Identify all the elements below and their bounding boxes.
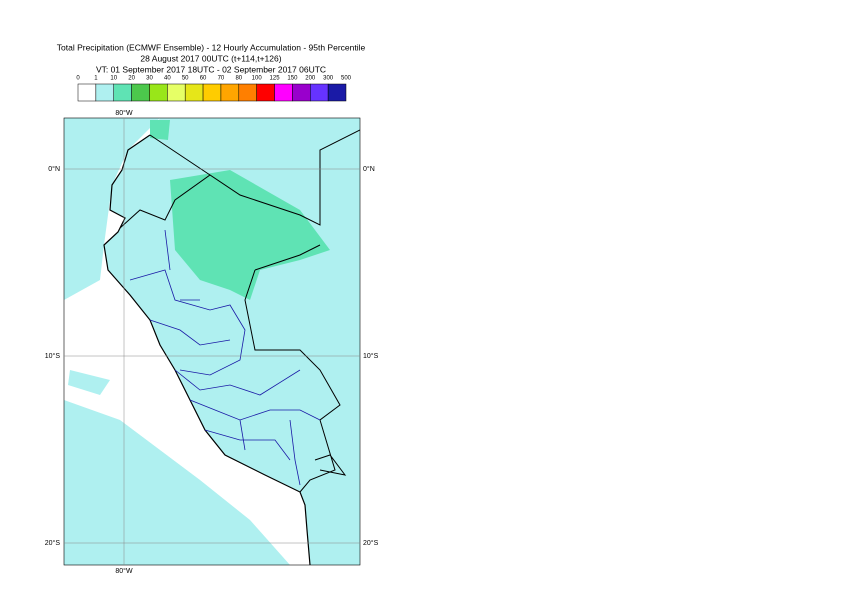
legend-level: 100 [252, 76, 263, 82]
legend-level: 125 [270, 76, 281, 82]
legend-level: 60 [200, 76, 207, 82]
legend-level: 1 [94, 76, 98, 82]
legend-swatch [149, 83, 168, 102]
legend-level: 20 [128, 76, 135, 82]
legend-swatch [95, 83, 114, 102]
legend-swatch [292, 83, 311, 102]
legend-swatch [202, 83, 222, 102]
legend-swatch [274, 83, 293, 102]
legend: 0 1 10 20 30 40 50 60 70 80 100 125 150 200 300 500 [76, 76, 352, 102]
legend-swatch [77, 83, 97, 102]
legend-swatch [256, 83, 275, 102]
national-border [119, 129, 360, 493]
lat-label: 10°S [45, 352, 61, 360]
title-line: 28 August 2017 00UTC (t+114,t+126) [140, 53, 281, 63]
legend-swatch [113, 83, 132, 102]
lat-label: 20°S [45, 539, 61, 547]
legend-level: 40 [164, 76, 171, 82]
legend-level: 150 [287, 76, 298, 82]
legend-swatch [167, 83, 186, 102]
lat-label: 0°N [363, 165, 375, 173]
map-area [64, 118, 360, 565]
legend-swatch [238, 83, 257, 102]
legend-swatch [310, 83, 329, 102]
lon-label: 80°W [115, 109, 133, 117]
legend-level: 500 [341, 76, 352, 82]
legend-level: 30 [146, 76, 153, 82]
graticule [64, 118, 360, 565]
ocean-precip [64, 400, 290, 565]
legend-level: 300 [323, 76, 334, 82]
legend-swatch [131, 83, 150, 102]
ocean-precip [64, 118, 160, 300]
lat-label: 0°N [48, 165, 60, 173]
legend-swatch [184, 83, 204, 102]
lat-label: 10°S [363, 352, 379, 360]
legend-level: 0 [76, 76, 80, 82]
legend-level: 70 [218, 76, 225, 82]
titles: Total Precipitation (ECMWF Ensemble) - 1… [57, 42, 366, 74]
legend-level: 10 [110, 76, 117, 82]
ocean-precip [68, 370, 110, 395]
lat-label: 20°S [363, 539, 379, 547]
title-line: Total Precipitation (ECMWF Ensemble) - 1… [57, 42, 366, 52]
map-frame [63, 117, 361, 566]
lon-label: 80°W [115, 567, 133, 575]
regional-border [129, 229, 321, 486]
legend-swatch [327, 83, 347, 102]
legend-level: 200 [305, 76, 316, 82]
legend-level: 80 [235, 76, 242, 82]
land-precip-high [150, 120, 170, 140]
land-precip-high [170, 170, 330, 300]
legend-level: 50 [182, 76, 189, 82]
title-line: VT: 01 September 2017 18UTC - 02 Septemb… [96, 64, 326, 74]
legend-swatch [220, 83, 240, 102]
